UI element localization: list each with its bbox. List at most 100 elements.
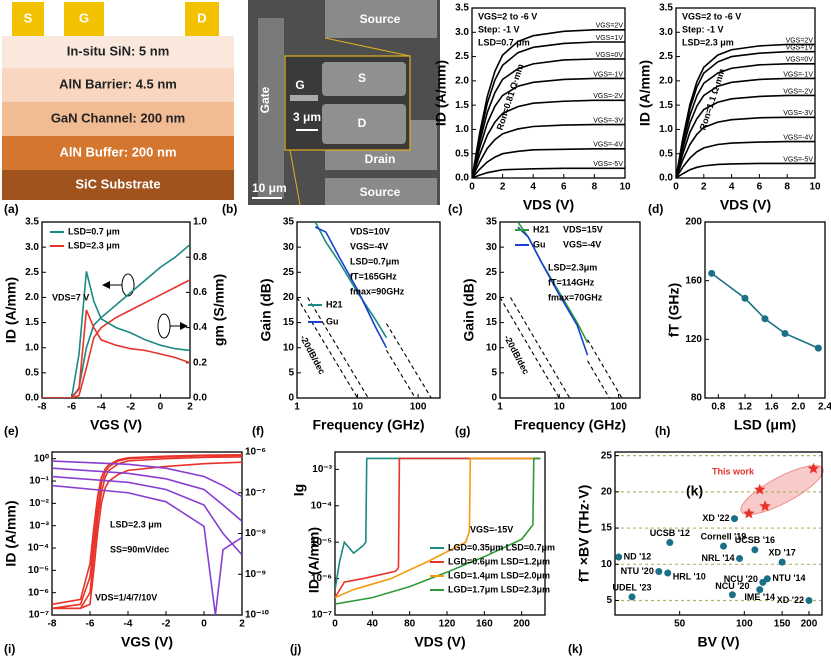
y2-axis-label: gm (S/mm)	[211, 274, 227, 346]
marker	[731, 515, 738, 522]
y-tick-label: 25	[283, 267, 295, 278]
plot-area	[42, 245, 190, 398]
sem-label: D	[358, 116, 367, 130]
sem-label: Source	[360, 185, 401, 199]
point-label: IME '14	[744, 592, 775, 602]
y-tick-label: 10	[601, 559, 613, 570]
layer-label: AlN Barrier: 4.5 nm	[59, 76, 177, 91]
y-tick-label: 0.0	[25, 393, 39, 404]
annotation: VDS=15V	[563, 224, 603, 234]
y-tick-label: 10⁰	[34, 453, 49, 464]
x-tick-label: 120	[439, 619, 456, 630]
y-tick-label: 35	[486, 217, 498, 228]
curve-label: VGS=-2V	[783, 88, 813, 95]
point-label: NTU '14	[772, 573, 805, 583]
x-axis-label: VGS (V)	[121, 634, 173, 650]
sem-label: 10 μm	[252, 181, 287, 195]
annotation: VGS=-15V	[470, 524, 513, 534]
micrograph: Source Gate S G D 3 μm Drain Source 10 μ…	[222, 0, 440, 216]
point-label: NRL '14	[702, 553, 735, 563]
x-axis-label: VDS (V)	[414, 634, 465, 650]
y-tick-label: 2.5	[25, 267, 39, 278]
x-tick-label: 200	[801, 619, 818, 630]
y2-tick-label: 10⁻⁶	[245, 447, 266, 458]
x-tick-label: 1	[497, 402, 503, 413]
x-tick-label: 0	[201, 619, 207, 630]
point-label: HRL '10	[673, 571, 706, 581]
y-tick-label: 3.0	[25, 242, 39, 253]
x-tick-label: 1.6	[765, 402, 779, 413]
curve-label: VGS=2V	[596, 23, 624, 30]
y-tick-label: 15	[601, 523, 613, 534]
contact-label: D	[197, 10, 206, 25]
y-tick-label: 0.5	[25, 367, 39, 378]
layer-stack: S G D In-situ SiN: 5 nm AlN Barrier: 4.5…	[2, 2, 234, 216]
y-tick-label: 1.5	[455, 100, 469, 111]
annotation: VGS=2 to -6 V	[682, 11, 741, 21]
marker	[655, 568, 662, 575]
x-tick-label: 0	[332, 619, 338, 630]
panel-label: (i)	[4, 642, 15, 656]
curve-label: VGS=-1V	[593, 71, 623, 78]
x-tick-label: -4	[97, 402, 106, 413]
y-tick-label: 10⁻⁴	[311, 500, 332, 511]
y-axis-label: ID (A/mm)	[433, 60, 449, 126]
y-tick-label: 10⁻²	[29, 498, 49, 509]
y-axis-label: Gain (dB)	[258, 279, 274, 342]
point-label: XD '22	[702, 513, 729, 523]
layer-label: In-situ SiN: 5 nm	[67, 43, 170, 58]
layer-label: GaN Channel: 200 nm	[51, 110, 185, 125]
y-tick-label: 0	[288, 393, 294, 404]
series-line	[588, 361, 610, 398]
series-line	[386, 350, 415, 398]
layer-label: SiC Substrate	[75, 176, 160, 191]
marker	[751, 546, 758, 553]
y-tick-label: 2.5	[455, 51, 469, 62]
sem-label: Gate	[258, 86, 272, 113]
curve-label: VGS=1V	[596, 35, 624, 42]
series-line	[52, 455, 242, 605]
legend-label: H21	[533, 224, 550, 234]
y-tick-label: 1.0	[659, 124, 673, 135]
point-label: UCSB '16	[735, 535, 775, 545]
point-label: UCSB '12	[650, 528, 690, 538]
y2-tick-label: 10⁻⁹	[245, 569, 266, 580]
marker	[664, 569, 671, 576]
y-tick-label: 1.5	[25, 317, 39, 328]
annotation: Step: -1 V	[682, 24, 724, 34]
sem-label: G	[295, 78, 304, 92]
y-tick-label: 1.0	[455, 124, 469, 135]
annotation: LSD=2.3μm	[548, 262, 597, 272]
y-tick-label: 20	[486, 292, 498, 303]
y-tick-label: 200	[685, 217, 702, 228]
curve-label: VGS=2V	[786, 37, 814, 44]
y-tick-label: 10⁻⁵	[28, 565, 49, 576]
y-tick-label: 0	[491, 393, 497, 404]
x-tick-label: 160	[476, 619, 493, 630]
marker	[782, 330, 789, 337]
x-tick-label: 1.2	[738, 402, 752, 413]
annotation: LSD=2.3 μm	[682, 37, 734, 47]
y-tick-label: 120	[685, 334, 702, 345]
y-axis-label: ID (A/mm)	[306, 527, 322, 593]
point-label: UDEL '23	[613, 582, 652, 592]
x-tick-label: 8	[784, 182, 790, 193]
y-tick-label: 3.5	[659, 3, 673, 14]
y-tick-label: 35	[283, 217, 295, 228]
y2-tick-label: 0.2	[193, 357, 207, 368]
legend-label: Gu	[533, 239, 546, 249]
x-tick-label: 0	[469, 182, 475, 193]
point-label: NCU '20	[715, 581, 749, 591]
y-tick-label: 1.0	[25, 342, 39, 353]
annotation: (k)	[686, 483, 703, 499]
x-tick-label: 10	[619, 182, 631, 193]
marker	[666, 539, 673, 546]
y2-tick-label: 10⁻⁷	[245, 487, 266, 498]
x-axis-label: BV (V)	[698, 634, 740, 650]
y-tick-label: 5	[288, 367, 294, 378]
curve-label: VGS=-3V	[593, 117, 623, 124]
panel-label: (h)	[655, 424, 670, 438]
plot-area	[500, 222, 622, 398]
sem-label: S	[358, 71, 366, 85]
legend-label: LSD=2.3 μm	[68, 240, 120, 250]
